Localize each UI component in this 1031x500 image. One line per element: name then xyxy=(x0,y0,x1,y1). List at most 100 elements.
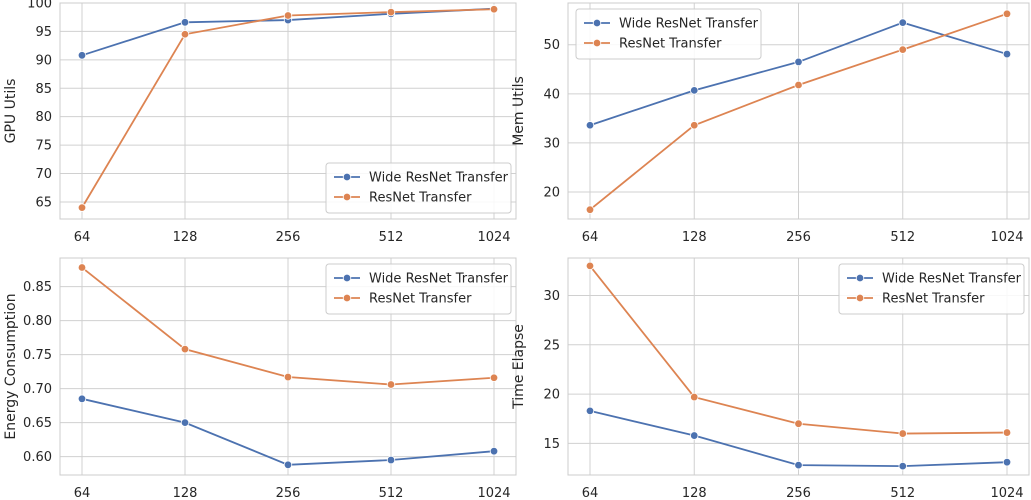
data-point xyxy=(77,394,87,404)
y-axis-label: Time Elapse xyxy=(511,324,527,410)
data-point xyxy=(489,446,499,456)
legend-box xyxy=(325,263,512,315)
y-tick-label: 15 xyxy=(543,437,560,452)
x-tick-label: 512 xyxy=(379,230,404,245)
data-point xyxy=(690,86,699,95)
legend-marker xyxy=(342,293,352,303)
x-tick-label: 128 xyxy=(682,486,707,500)
x-tick-label: 1024 xyxy=(477,230,510,245)
x-tick-label: 512 xyxy=(890,230,915,245)
data-point xyxy=(489,5,499,14)
data-point xyxy=(1002,9,1012,18)
y-tick-label: 30 xyxy=(543,289,560,304)
y-tick-label: 80 xyxy=(35,110,52,125)
y-tick-label: 0.60 xyxy=(23,450,52,465)
plot-frame xyxy=(567,2,1030,220)
y-tick-label: 70 xyxy=(35,167,52,182)
data-point xyxy=(585,406,595,416)
x-tick-label: 1024 xyxy=(990,230,1023,245)
legend: Wide ResNet Transfer ResNet Transfer xyxy=(325,263,512,315)
data-point xyxy=(690,431,699,440)
legend-label: Wide ResNet Transfer xyxy=(882,272,1022,287)
y-tick-label: 85 xyxy=(35,82,52,97)
x-tick-label: 64 xyxy=(582,230,599,245)
y-tick-label: 0.85 xyxy=(23,280,52,295)
x-tick-label: 64 xyxy=(74,230,91,245)
chart-panel-1: 64 128 256 512 1024 65 70 75 80 85 90 95 100 GPU Util… xyxy=(3,0,517,245)
x-tick-label: 512 xyxy=(890,486,915,500)
y-tick-label: 100 xyxy=(27,0,52,12)
data-point xyxy=(585,261,595,271)
y-tick-label: 0.75 xyxy=(23,348,52,363)
data-point xyxy=(898,429,907,438)
data-point xyxy=(283,460,293,469)
plot-frame xyxy=(59,2,517,220)
x-tick-label: 64 xyxy=(582,486,599,500)
y-tick-label: 25 xyxy=(543,338,560,353)
y-tick-label: 50 xyxy=(543,38,560,53)
legend-label: ResNet Transfer xyxy=(369,292,472,307)
data-point xyxy=(585,121,595,130)
y-tick-label: 0.70 xyxy=(23,382,52,397)
y-axis-label: Energy Consumption xyxy=(3,293,19,439)
y-tick-label: 0.65 xyxy=(23,416,52,431)
legend-box xyxy=(575,8,762,60)
data-point xyxy=(386,380,396,389)
y-tick-label: 20 xyxy=(543,388,560,403)
legend-label: ResNet Transfer xyxy=(619,37,722,52)
data-point xyxy=(794,80,803,90)
legend-label: ResNet Transfer xyxy=(369,191,472,206)
x-tick-label: 256 xyxy=(276,230,301,245)
x-tick-label: 512 xyxy=(379,486,404,500)
data-point xyxy=(489,373,499,382)
data-point xyxy=(77,263,87,272)
x-tick-label: 256 xyxy=(786,230,811,245)
legend-marker xyxy=(342,273,352,283)
legend-marker xyxy=(342,192,352,202)
data-point xyxy=(585,205,595,214)
legend: Wide ResNet Transfer ResNet Transfer xyxy=(575,8,762,60)
legend-label: Wide ResNet Transfer xyxy=(369,272,509,287)
data-point xyxy=(77,203,87,212)
legend: Wide ResNet Transfer ResNet Transfer xyxy=(838,263,1025,315)
y-tick-label: 0.80 xyxy=(23,314,52,329)
legend-box xyxy=(325,162,512,214)
x-tick-label: 128 xyxy=(682,230,707,245)
y-tick-label: 90 xyxy=(35,53,52,68)
data-point xyxy=(898,461,907,471)
data-point xyxy=(180,344,190,354)
legend-marker xyxy=(342,172,352,182)
y-axis-label: GPU Utils xyxy=(3,79,19,144)
legend-marker xyxy=(592,18,602,28)
data-point xyxy=(283,372,293,382)
legend-label: ResNet Transfer xyxy=(882,292,985,307)
data-point xyxy=(180,18,190,27)
legend-marker xyxy=(592,38,602,48)
x-tick-label: 64 xyxy=(74,486,91,500)
data-point xyxy=(690,121,699,130)
data-point xyxy=(690,392,699,402)
y-tick-label: 30 xyxy=(543,136,560,151)
legend-marker xyxy=(855,273,865,283)
data-point xyxy=(386,455,396,465)
plot-frame xyxy=(59,257,517,476)
y-tick-label: 65 xyxy=(35,195,52,210)
data-point xyxy=(77,51,87,60)
x-tick-label: 1024 xyxy=(477,486,510,500)
x-tick-label: 256 xyxy=(786,486,811,500)
y-tick-label: 95 xyxy=(35,25,52,40)
chart-panel-3: 64 128 256 512 1024 0.60 0.65 0.70 0.75 0.80 0.85 E… xyxy=(3,257,517,500)
x-tick-label: 256 xyxy=(276,486,301,500)
data-point xyxy=(794,57,803,67)
data-point xyxy=(283,11,293,20)
data-point xyxy=(1002,457,1012,467)
chart-panel-4: 64 128 256 512 1024 15 20 25 30 Time Elapse Wide R… xyxy=(511,257,1030,500)
data-point xyxy=(1002,428,1012,437)
chart-panel-2: 64 128 256 512 1024 20 30 40 50 Mem Utils Wide Res… xyxy=(511,2,1030,245)
plot-frame xyxy=(567,257,1030,476)
data-point xyxy=(898,45,907,54)
data-point xyxy=(1002,49,1012,59)
legend-label: Wide ResNet Transfer xyxy=(619,17,759,32)
data-point xyxy=(794,460,803,470)
